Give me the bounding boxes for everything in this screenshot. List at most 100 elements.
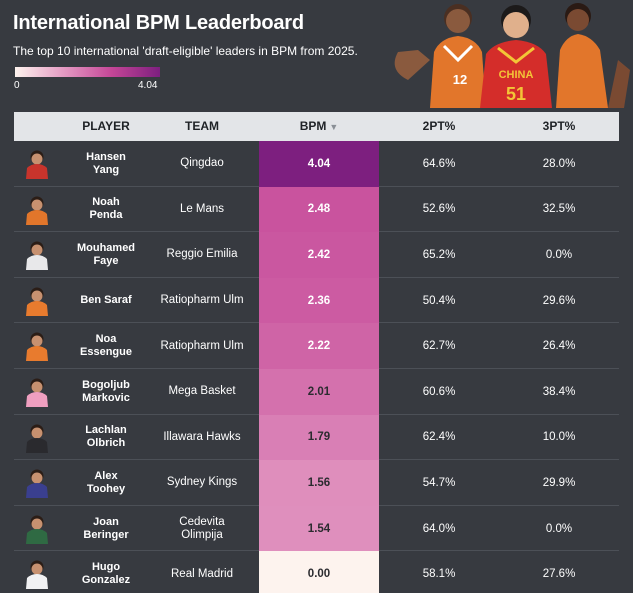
page-subtitle: The top 10 international 'draft-eligible… xyxy=(13,44,358,58)
table-row[interactable]: Joan Beringer Cedevita Olimpija 1.54 64.0% 0.0… xyxy=(14,505,619,552)
table-row[interactable]: Hugo Gonzalez Real Madrid 0.00 58.1% 27.6% xyxy=(14,551,619,593)
player-avatar xyxy=(26,287,48,316)
sort-descending-icon: ▼ xyxy=(329,122,339,132)
table-row[interactable]: Lachlan Olbrich Illawara Hawks 1.79 62.4% 10.… xyxy=(14,414,619,461)
bpm-value-cell: 2.22 xyxy=(259,323,379,369)
player-name-line: Olbrich xyxy=(86,437,126,450)
svg-text:CHINA: CHINA xyxy=(499,69,534,81)
player-name-line: Penda xyxy=(89,209,123,222)
player-name-line: Toohey xyxy=(86,482,126,495)
team-name: Qingdao xyxy=(147,141,257,187)
three-pt-pct: 27.6% xyxy=(542,568,576,581)
team-name-line: Ratiopharm Ulm xyxy=(160,294,244,307)
table-row[interactable]: Mouhamed Faye Reggio Emilia 2.42 65.2% 0.0% xyxy=(14,232,619,278)
page-title: International BPM Leaderboard xyxy=(13,12,304,34)
team-name: Le Mans xyxy=(147,187,257,233)
bpm-value-cell: 1.79 xyxy=(259,414,379,461)
team-name-line: Le Mans xyxy=(179,202,225,215)
player-name: Hansen Yang xyxy=(46,141,166,187)
three-pt-pct: 32.5% xyxy=(542,203,576,216)
player-name-line: Mouhamed xyxy=(76,241,136,254)
team-name-line: Cedevita xyxy=(179,515,225,528)
three-pt-pct: 0.0% xyxy=(545,522,573,535)
three-pt-pct: 0.0% xyxy=(545,248,573,261)
player-name-line: Joan xyxy=(93,515,119,528)
table-header: PLAYER TEAM BPM ▼ 2PT% 3PT% xyxy=(14,112,619,141)
two-pt-pct: 64.6% xyxy=(422,157,456,170)
player-name: Mouhamed Faye xyxy=(46,232,166,278)
team-name: Ratiopharm Ulm xyxy=(147,323,257,369)
two-pt-pct: 58.1% xyxy=(422,568,456,581)
player-avatar xyxy=(26,241,48,271)
player-name-line: Faye xyxy=(93,254,119,267)
player-name-line: Noah xyxy=(92,196,120,209)
player-name-line: Beringer xyxy=(83,528,129,541)
table-row[interactable]: Bogoljub Markovic Mega Basket 2.01 60.6% 38.4… xyxy=(14,369,619,415)
three-pt-pct: 28.0% xyxy=(542,157,576,170)
two-pt-pct: 54.7% xyxy=(422,476,456,489)
team-name-line: Reggio Emilia xyxy=(166,248,238,261)
bpm-value-cell: 1.54 xyxy=(259,505,379,552)
team-name: Sydney Kings xyxy=(147,460,257,506)
two-pt-pct: 62.4% xyxy=(422,431,456,444)
player-avatar xyxy=(26,378,48,407)
player-name: Noa Essengue xyxy=(46,323,166,369)
player-avatar xyxy=(26,515,48,544)
table-row[interactable]: Noah Penda Le Mans 2.48 52.6% 32.5% xyxy=(14,186,619,233)
table-row[interactable]: Alex Toohey Sydney Kings 1.56 54.7% 29.9% xyxy=(14,460,619,506)
bpm-value-cell: 2.48 xyxy=(259,186,379,233)
three-pt-pct: 29.9% xyxy=(542,476,576,489)
bpm-value-cell: 0.00 xyxy=(259,551,379,593)
team-name: Cedevita Olimpija xyxy=(147,506,257,552)
two-pt-pct: 50.4% xyxy=(422,294,456,307)
player-photos-illustration: 12 CHINA 51 xyxy=(394,3,630,108)
team-name: Mega Basket xyxy=(147,369,257,415)
two-pt-pct: 64.0% xyxy=(422,522,456,535)
player-name-line: Hansen xyxy=(86,150,126,163)
team-name-line: Real Madrid xyxy=(171,567,233,580)
two-pt-pct: 65.2% xyxy=(422,248,456,261)
player-name: Hugo Gonzalez xyxy=(46,551,166,593)
column-header-3pt[interactable]: 3PT% xyxy=(542,119,576,133)
team-name-line: Sydney Kings xyxy=(166,476,238,489)
player-name: Ben Saraf xyxy=(46,278,166,324)
player-name-line: Noa xyxy=(95,333,117,346)
team-name: Illawara Hawks xyxy=(147,415,257,461)
two-pt-pct: 52.6% xyxy=(422,203,456,216)
bpm-value-cell: 2.42 xyxy=(259,232,379,278)
player-avatar xyxy=(26,332,48,362)
bpm-header-label: BPM xyxy=(299,119,327,133)
team-name-line: Olimpija xyxy=(181,528,223,541)
player-name-line: Markovic xyxy=(82,391,130,404)
team-name-line: Qingdao xyxy=(180,157,224,170)
column-header-2pt[interactable]: 2PT% xyxy=(422,119,456,133)
team-name: Reggio Emilia xyxy=(147,232,257,278)
player-name-line: Alex xyxy=(94,469,118,482)
table-row[interactable]: Ben Saraf Ratiopharm Ulm 2.36 50.4% 29.6% xyxy=(14,277,619,324)
three-pt-pct: 38.4% xyxy=(542,385,576,398)
player-photo-right xyxy=(556,3,630,108)
team-name-line: Mega Basket xyxy=(168,385,236,398)
player-name-line: Bogoljub xyxy=(82,378,130,391)
player-name-line: Ben Saraf xyxy=(80,294,132,307)
column-header-team[interactable]: TEAM xyxy=(185,119,219,133)
svg-text:51: 51 xyxy=(506,84,526,104)
player-photo-center: CHINA 51 xyxy=(480,5,552,108)
three-pt-pct: 29.6% xyxy=(542,294,576,307)
legend-min-label: 0 xyxy=(14,80,20,91)
team-name: Real Madrid xyxy=(147,551,257,593)
legend-max-label: 4.04 xyxy=(138,80,158,91)
player-avatar xyxy=(26,469,48,499)
team-name-line: Ratiopharm Ulm xyxy=(160,339,244,352)
player-name: Bogoljub Markovic xyxy=(46,369,166,415)
player-avatar xyxy=(26,196,48,225)
table-row[interactable]: Noa Essengue Ratiopharm Ulm 2.22 62.7% 26.4% xyxy=(14,323,619,369)
player-name-line: Lachlan xyxy=(85,424,127,437)
player-name: Alex Toohey xyxy=(46,460,166,506)
column-header-player[interactable]: PLAYER xyxy=(82,119,130,133)
three-pt-pct: 10.0% xyxy=(542,431,576,444)
column-header-bpm[interactable]: BPM ▼ xyxy=(259,112,379,141)
player-name-line: Yang xyxy=(92,163,120,176)
player-avatar xyxy=(26,560,48,590)
table-row[interactable]: Hansen Yang Qingdao 4.04 64.6% 28.0% xyxy=(14,141,619,187)
